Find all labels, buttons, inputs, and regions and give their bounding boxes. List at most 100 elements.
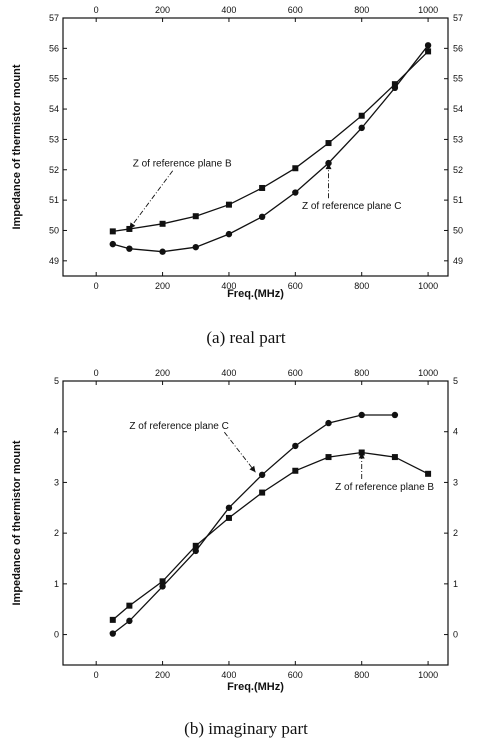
series-line-z-of-reference-plane-c — [112, 414, 395, 635]
x-tick-label-bottom: 400 — [221, 281, 236, 291]
data-point-square — [159, 220, 166, 227]
x-tick-label-bottom: 200 — [155, 281, 170, 291]
data-point-square — [259, 184, 266, 191]
y-tick-label-left: 57 — [49, 13, 59, 23]
y-tick-label-right: 57 — [453, 13, 463, 23]
y-tick-label-right: 53 — [453, 134, 463, 144]
data-point-circle — [424, 42, 432, 49]
data-point-circle — [192, 243, 199, 251]
x-tick-label-bottom: 200 — [155, 670, 170, 680]
x-tick-label-bottom: 600 — [288, 281, 303, 291]
y-tick-label-left: 0 — [54, 630, 59, 640]
data-point-circle — [109, 630, 116, 637]
y-tick-label-left: 55 — [49, 74, 59, 84]
y-tick-label-right: 51 — [453, 195, 463, 205]
y-tick-label-right: 2 — [453, 528, 458, 538]
annotation-arrowhead — [249, 465, 256, 473]
x-tick-label-top: 400 — [221, 5, 236, 15]
data-point-square — [425, 48, 432, 55]
x-tick-label-bottom: 0 — [94, 670, 99, 680]
y-tick-label-left: 53 — [49, 134, 59, 144]
caption-real-part: (a) real part — [206, 328, 286, 347]
y-tick-label-right: 4 — [453, 427, 458, 437]
y-tick-label-left: 51 — [49, 195, 59, 205]
y-tick-label-right: 49 — [453, 256, 463, 266]
x-tick-label-bottom: 800 — [354, 670, 369, 680]
data-point-circle — [292, 442, 299, 450]
data-point-circle — [126, 617, 133, 625]
data-point-square — [192, 542, 199, 549]
data-point-circle — [159, 248, 166, 255]
y-tick-label-left: 2 — [54, 528, 59, 538]
series-line-z-of-reference-plane-b — [112, 451, 429, 621]
data-point-square — [192, 213, 199, 220]
data-point-square — [225, 514, 232, 521]
x-tick-label-top: 800 — [354, 368, 369, 378]
y-tick-label-left: 1 — [54, 579, 59, 589]
data-point-circle — [225, 230, 233, 238]
y-tick-label-right: 5 — [453, 376, 458, 386]
y-tick-label-left: 3 — [54, 477, 59, 487]
annotation-label: Z of reference plane B — [133, 159, 232, 170]
annotation-label: Z of reference plane C — [129, 421, 229, 432]
data-point-square — [225, 201, 232, 208]
y-tick-label-left: 54 — [49, 104, 59, 114]
x-tick-label-top: 800 — [354, 5, 369, 15]
plot-frame — [62, 380, 449, 666]
annotation-arrowhead — [325, 163, 332, 170]
y-tick-label-right: 56 — [453, 43, 463, 53]
data-point-square — [325, 454, 332, 461]
x-tick-label-top: 1000 — [418, 368, 438, 378]
x-tick-label-bottom: 1000 — [418, 281, 438, 291]
y-tick-label-right: 0 — [453, 630, 458, 640]
data-point-square — [292, 467, 299, 474]
annotation-label: Z of reference plane C — [302, 201, 402, 212]
x-tick-label-top: 600 — [288, 368, 303, 378]
x-tick-label-top: 0 — [94, 368, 99, 378]
x-tick-label-bottom: 1000 — [418, 670, 438, 680]
data-point-square — [325, 140, 332, 147]
x-tick-label-bottom: 800 — [354, 281, 369, 291]
data-point-square — [109, 228, 116, 235]
data-point-square — [391, 454, 398, 461]
y-tick-label-left: 4 — [54, 427, 59, 437]
data-point-circle — [109, 240, 116, 248]
x-tick-label-bottom: 0 — [94, 281, 99, 291]
data-point-circle — [258, 213, 266, 221]
data-point-circle — [391, 411, 399, 419]
x-tick-label-top: 400 — [221, 368, 236, 378]
x-tick-label-top: 1000 — [418, 5, 438, 15]
data-point-circle — [192, 547, 199, 555]
y-tick-label-right: 52 — [453, 165, 463, 175]
y-tick-label-left: 52 — [49, 165, 59, 175]
y-tick-label-right: 3 — [453, 477, 458, 487]
annotation-arrowhead — [358, 452, 365, 459]
data-point-circle — [292, 189, 299, 196]
annotation-arrowhead — [129, 222, 136, 229]
data-point-circle — [358, 411, 365, 419]
data-point-square — [159, 578, 166, 585]
data-point-circle — [225, 504, 233, 511]
caption-imaginary-part: (b) imaginary part — [184, 719, 308, 738]
data-point-square — [292, 165, 299, 172]
y-axis-title: Impedance of thermistor mount — [11, 64, 23, 229]
y-tick-label-right: 55 — [453, 74, 463, 84]
x-axis-title: Freq.(MHz) — [227, 681, 284, 693]
data-point-square — [259, 489, 266, 496]
plot-frame — [62, 17, 449, 277]
data-point-circle — [325, 419, 332, 427]
data-point-circle — [159, 583, 166, 590]
annotation-label: Z of reference plane B — [335, 482, 434, 493]
x-tick-label-top: 200 — [155, 5, 170, 15]
data-point-square — [358, 112, 365, 119]
chart-real-part: 0 200 400 600 800 1000 0 200 400 600 800 1000 49 50 51… — [11, 5, 463, 300]
x-tick-label-top: 600 — [288, 5, 303, 15]
annotation-arrow — [129, 170, 174, 230]
data-point-circle — [126, 245, 133, 252]
data-point-square — [425, 470, 432, 477]
annotation-arrow — [224, 431, 256, 473]
y-tick-label-right: 50 — [453, 225, 463, 235]
data-point-square — [109, 616, 116, 623]
y-tick-label-left: 50 — [49, 225, 59, 235]
